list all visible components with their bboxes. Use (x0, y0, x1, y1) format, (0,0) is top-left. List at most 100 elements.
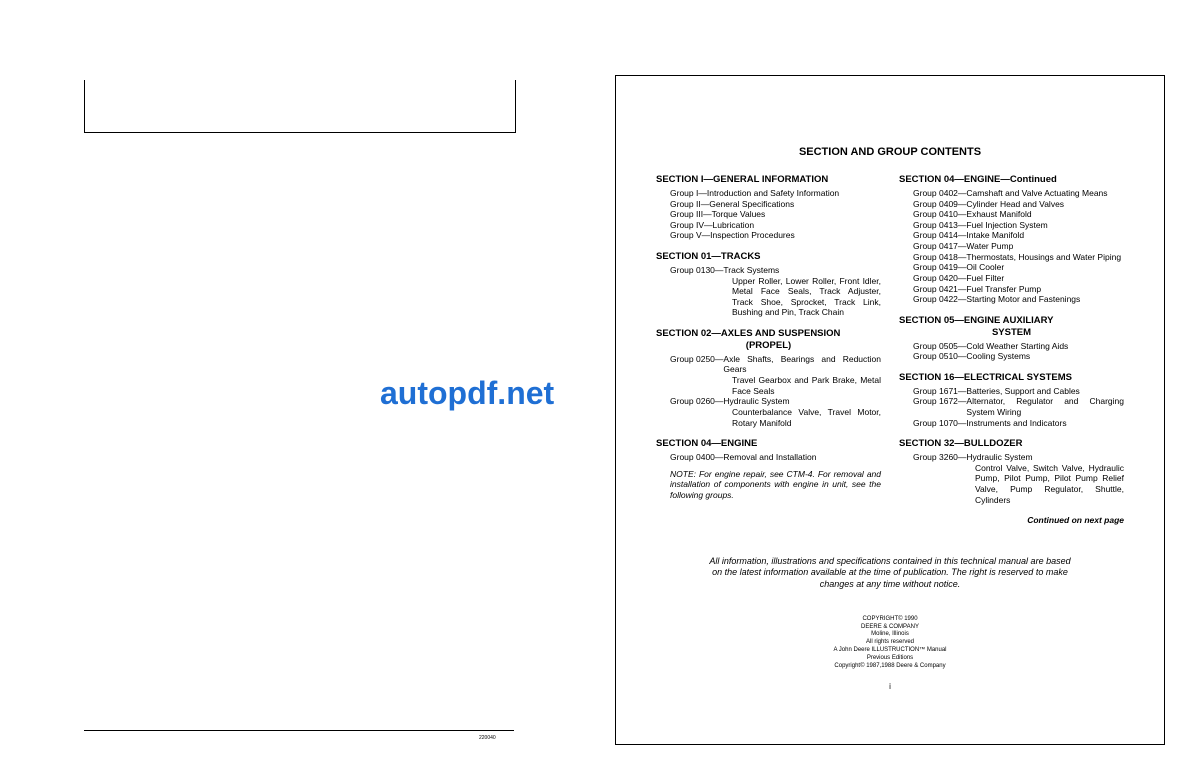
group-row: Group 0400—Removal and Installation (656, 452, 881, 463)
disclaimer-text: All information, illustrations and speci… (706, 556, 1074, 591)
group-label: Group 0421— (913, 284, 966, 295)
group-text: Inspection Procedures (710, 230, 795, 241)
group-row: Group 0510—Cooling Systems (899, 351, 1124, 362)
group-label: Group 0417— (913, 241, 966, 252)
group-label: Group 0414— (913, 230, 966, 241)
copyright-line: Copyright© 1987,1988 Deere & Company (656, 663, 1124, 671)
group-sub-text: Travel Gearbox and Park Brake, Metal Fac… (656, 375, 881, 396)
group-row: Group 0402—Camshaft and Valve Actuating … (899, 188, 1124, 199)
section-header: SECTION 16—ELECTRICAL SYSTEMS (899, 372, 1124, 384)
group-row: Group I—Introduction and Safety Informat… (656, 188, 881, 199)
section-header: SECTION I—GENERAL INFORMATION (656, 174, 881, 186)
copyright-line: Previous Editions (656, 655, 1124, 663)
group-label: Group 0260— (670, 396, 723, 407)
group-label: Group 0130— (670, 265, 723, 276)
group-label: Group 0419— (913, 262, 966, 273)
group-row: Group 0422—Starting Motor and Fastenings (899, 294, 1124, 305)
group-text: Cooling Systems (966, 351, 1030, 362)
group-row: Group 0420—Fuel Filter (899, 273, 1124, 284)
group-row: Group IV—Lubrication (656, 220, 881, 231)
group-text: Starting Motor and Fastenings (966, 294, 1080, 305)
group-label: Group 0418— (913, 252, 966, 263)
group-sub-text: Counterbalance Valve, Travel Motor, Rota… (656, 407, 881, 428)
section-header: SECTION 01—TRACKS (656, 251, 881, 263)
section-header: SECTION 04—ENGINE—Continued (899, 174, 1124, 186)
group-text: Batteries, Support and Cables (966, 386, 1079, 397)
right-page: SECTION AND GROUP CONTENTS SECTION I—GEN… (615, 75, 1165, 745)
group-label: Group 0505— (913, 341, 966, 352)
group-label: Group V— (670, 230, 710, 241)
group-sub-text: Control Valve, Switch Valve, Hydraulic P… (899, 463, 1124, 506)
group-row: Group 0505—Cold Weather Starting Aids (899, 341, 1124, 352)
group-text: Intake Manifold (966, 230, 1024, 241)
group-text: Cylinder Head and Valves (966, 199, 1064, 210)
toc-left-column: SECTION I—GENERAL INFORMATION Group I—Int… (656, 174, 881, 526)
group-text: Hydraulic System (723, 396, 789, 407)
section-header: SECTION 04—ENGINE (656, 438, 881, 450)
group-label: Group 1672— (913, 396, 966, 417)
group-label: Group 0413— (913, 220, 966, 231)
group-row: Group 1672—Alternator, Regulator and Cha… (899, 396, 1124, 417)
group-label: Group 0410— (913, 209, 966, 220)
group-text: Water Pump (966, 241, 1013, 252)
group-label: Group 0250— (670, 354, 723, 375)
group-label: Group 1671— (913, 386, 966, 397)
copyright-block: COPYRIGHT© 1990DEERE & COMPANYMoline, Il… (656, 616, 1124, 671)
copyright-line: DEERE & COMPANY (656, 624, 1124, 632)
section-note: NOTE: For engine repair, see CTM-4. For … (656, 469, 881, 501)
left-page-bottom-line (84, 730, 514, 731)
group-text: Introduction and Safety Information (707, 188, 839, 199)
group-text: Hydraulic System (966, 452, 1032, 463)
group-label: Group 3260— (913, 452, 966, 463)
group-text: Oil Cooler (966, 262, 1004, 273)
group-label: Group 0422— (913, 294, 966, 305)
page-number: i (656, 682, 1124, 691)
group-text: Camshaft and Valve Actuating Means (966, 188, 1107, 199)
group-label: Group 1070— (913, 418, 966, 429)
section-sub-text: Upper Roller, Lower Roller, Front Idler,… (656, 276, 881, 319)
continued-text: Continued on next page (899, 515, 1124, 526)
group-label: Group I— (670, 188, 707, 199)
copyright-line: All rights reserved (656, 639, 1124, 647)
group-row: Group II—General Specifications (656, 199, 881, 210)
group-row: Group 0410—Exhaust Manifold (899, 209, 1124, 220)
section-header: SECTION 05—ENGINE AUXILIARY (899, 315, 1124, 327)
group-row: Group 3260—Hydraulic System (899, 452, 1124, 463)
toc-right-column: SECTION 04—ENGINE—Continued Group 0402—Ca… (899, 174, 1124, 526)
group-text: Cold Weather Starting Aids (966, 341, 1068, 352)
group-text: Instruments and Indicators (966, 418, 1066, 429)
group-label: Group 0402— (913, 188, 966, 199)
group-text: Thermostats, Housings and Water Piping (966, 252, 1121, 263)
section-header: SECTION 32—BULLDOZER (899, 438, 1124, 450)
group-text: Axle Shafts, Bearings and Reduction Gear… (723, 354, 881, 375)
group-text: Track Systems (723, 265, 779, 276)
group-label: Group II— (670, 199, 709, 210)
group-row: Group 0409—Cylinder Head and Valves (899, 199, 1124, 210)
page-title: SECTION AND GROUP CONTENTS (656, 146, 1124, 158)
group-row: Group 1070—Instruments and Indicators (899, 418, 1124, 429)
group-row: Group 0421—Fuel Transfer Pump (899, 284, 1124, 295)
group-text: Fuel Filter (966, 273, 1004, 284)
group-row: Group 0417—Water Pump (899, 241, 1124, 252)
group-row: Group III—Torque Values (656, 209, 881, 220)
left-page-top-box (84, 80, 516, 133)
section-header: SECTION 02—AXLES AND SUSPENSION (656, 328, 881, 340)
group-label: Group 0400— (670, 452, 723, 463)
section-sub-header: (PROPEL) (656, 340, 881, 352)
group-row: Group V—Inspection Procedures (656, 230, 881, 241)
group-label: Group 0420— (913, 273, 966, 284)
group-text: Alternator, Regulator and Charging Syste… (966, 396, 1124, 417)
group-row: Group 0413—Fuel Injection System (899, 220, 1124, 231)
group-row: Group 0414—Intake Manifold (899, 230, 1124, 241)
group-row: Group 0418—Thermostats, Housings and Wat… (899, 252, 1124, 263)
left-page: 220040 (84, 10, 514, 750)
group-row: Group 0419—Oil Cooler (899, 262, 1124, 273)
left-page-corner-code: 220040 (479, 735, 496, 741)
copyright-line: A John Deere ILLUSTRUCTION™ Manual (656, 647, 1124, 655)
group-text: Torque Values (712, 209, 766, 220)
group-text: General Specifications (709, 199, 794, 210)
section-sub-header: SYSTEM (899, 327, 1124, 339)
group-label: Group 0409— (913, 199, 966, 210)
group-text: Removal and Installation (723, 452, 816, 463)
group-label: Group III— (670, 209, 712, 220)
